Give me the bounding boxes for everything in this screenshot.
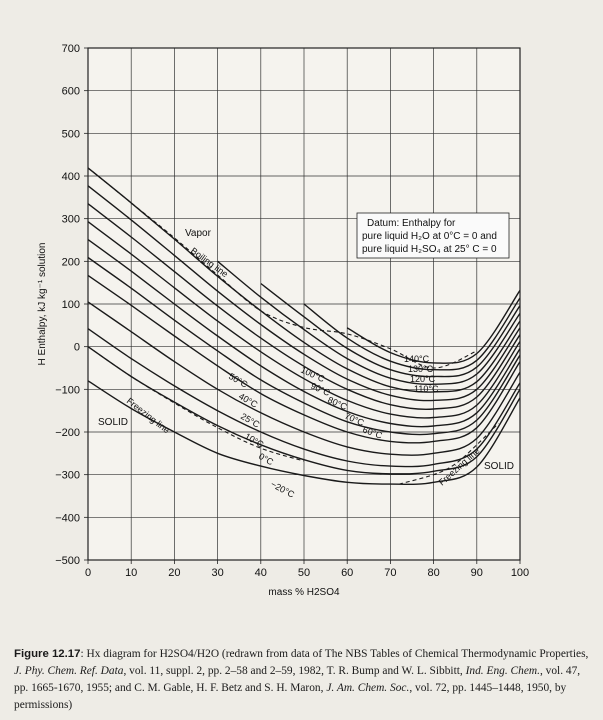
y-tick-label: 0 <box>74 342 80 354</box>
x-tick-label: 100 <box>511 567 529 579</box>
isotherm-line <box>217 260 521 386</box>
x-tick-label: 0 <box>85 567 91 579</box>
isotherm-line <box>87 239 521 428</box>
x-tick-label: 40 <box>255 567 267 579</box>
hx-chart: 0 10 20 30 40 50 60 70 80 90 100 700 600 500 400 300 200… <box>37 43 529 598</box>
caption-journal-1: J. Phy. Chem. Ref. Data <box>14 665 124 677</box>
x-tick-label: 60 <box>341 567 353 579</box>
isotherm-line <box>87 380 521 485</box>
x-tick-label: 90 <box>471 567 483 579</box>
caption-text-4: , vol. 72, pp. 1445–1448, 1950, by permi… <box>14 682 567 711</box>
solid-left-label: SOLID <box>98 417 128 428</box>
y-tick-label: 600 <box>62 86 80 98</box>
x-axis-label: mass % H2SO4 <box>268 587 340 598</box>
y-tick-label: 300 <box>62 214 80 226</box>
iso-label-120: 120°C <box>410 374 436 384</box>
x-tick-label: 20 <box>168 567 180 579</box>
x-tick-label: 30 <box>211 567 223 579</box>
datum-box <box>356 212 510 259</box>
vapor-label: Vapor <box>185 228 212 239</box>
isotherm-line <box>87 274 521 444</box>
isotherm-lines <box>87 167 521 485</box>
isotherm-line <box>87 221 521 419</box>
isotherm-line <box>260 282 521 378</box>
y-tick-label: 700 <box>62 43 80 55</box>
freezing-line-right <box>398 423 499 485</box>
y-axis-label: H Enthalpy, kJ kg⁻¹ solution <box>37 243 48 366</box>
y-tick-label: −200 <box>55 427 80 439</box>
y-tick-label: −100 <box>55 384 80 396</box>
caption-journal-2: Ind. Eng. Chem. <box>465 665 540 677</box>
caption-text-1: : Hx diagram for H2SO4/H2O (redrawn from… <box>80 648 589 660</box>
datum-line-1: Datum: Enthalpy for <box>367 218 456 229</box>
isotherm-line <box>87 346 521 475</box>
iso-label-110: 110°C <box>414 384 439 394</box>
caption-text-3: , vol. 47, pp. 1665-1670, 1955; and C. M… <box>14 665 581 694</box>
isotherm-line <box>87 203 521 410</box>
phase-lines <box>87 167 499 485</box>
y-tick-label: −500 <box>55 555 80 567</box>
x-tick-label: 80 <box>427 567 439 579</box>
isotherm-line <box>346 289 521 364</box>
axis-ticks: 0 10 20 30 40 50 60 70 80 90 100 700 600 500 400 300 200… <box>55 43 529 579</box>
isotherm-line <box>87 167 521 393</box>
isotherm-line <box>303 297 521 371</box>
figure-number: Figure 12.17 <box>14 648 81 660</box>
y-tick-label: −300 <box>55 470 80 482</box>
boiling-line <box>87 167 478 369</box>
y-tick-label: 500 <box>62 128 80 140</box>
y-tick-label: 100 <box>62 299 80 311</box>
isotherm-line <box>87 256 521 436</box>
y-tick-label: 400 <box>62 171 80 183</box>
isotherm-line <box>87 328 521 468</box>
datum-line-3: pure liquid H₂SO₄ at 25° C = 0 <box>362 244 497 255</box>
x-tick-label: 50 <box>298 567 310 579</box>
caption-text-2: , vol. 11, suppl. 2, pp. 2–58 and 2–59, … <box>123 665 466 677</box>
figure-caption: Figure 12.17: Hx diagram for H2SO4/H2O (… <box>14 646 589 714</box>
iso-label-140: 140°C <box>404 354 430 364</box>
caption-journal-3: J. Am. Chem. Soc. <box>326 682 410 694</box>
freezing-line-left <box>87 346 305 462</box>
iso-label-130: 130°C <box>408 364 434 374</box>
x-tick-label: 70 <box>384 567 396 579</box>
x-tick-label: 10 <box>125 567 137 579</box>
datum-line-2: pure liquid H₂O at 0°C = 0 and <box>362 231 497 242</box>
y-tick-label: 200 <box>62 256 80 268</box>
isotherm-line <box>87 301 521 456</box>
y-tick-label: −400 <box>55 512 80 524</box>
isotherm-line <box>87 185 521 402</box>
solid-right-label: SOLID <box>484 461 514 472</box>
